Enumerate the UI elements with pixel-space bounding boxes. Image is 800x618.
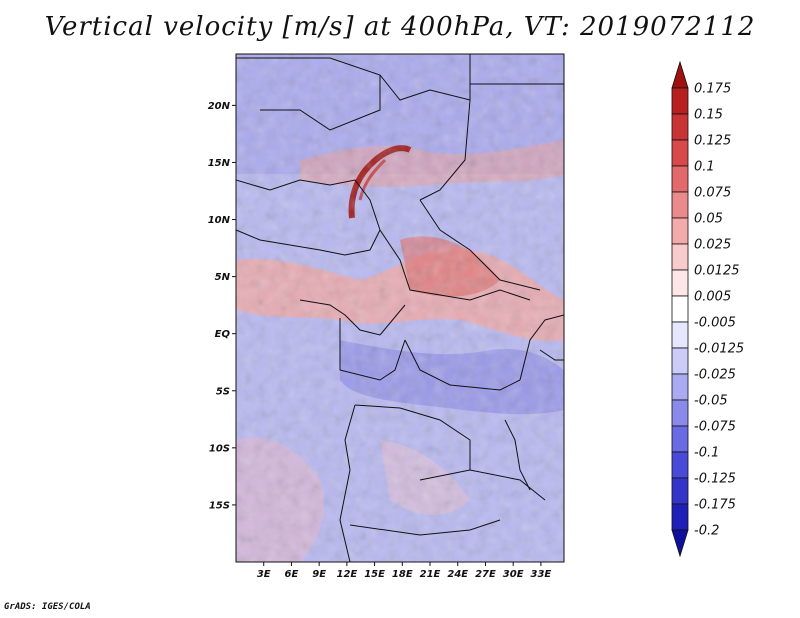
lon-tick-label: 12E	[336, 569, 357, 580]
lon-tick-label: 15E	[364, 569, 385, 580]
colorbar-label: 0.05	[694, 212, 723, 227]
lon-tick-label: 9E	[312, 569, 326, 580]
lon-tick-label: 18E	[392, 569, 413, 580]
colorbar-label: -0.025	[694, 368, 736, 383]
colorbar-segment	[671, 191, 689, 219]
lat-tick-label: 15S	[209, 500, 230, 511]
colorbar-segment	[671, 113, 689, 141]
colorbar-segment	[671, 321, 689, 349]
colorbar-bottom-arrow	[671, 529, 689, 558]
colorbar-label: 0.1	[694, 160, 715, 175]
lon-tick-label: 27E	[475, 569, 496, 580]
colorbar-label: 0.075	[694, 186, 731, 201]
lon-tick-label: 21E	[420, 569, 441, 580]
lat-tick-label: EQ	[215, 329, 231, 340]
colorbar-label: 0.125	[694, 134, 731, 149]
colorbar-label: -0.175	[694, 498, 736, 513]
colorbar-label: -0.075	[694, 420, 736, 435]
colorbar-label: -0.125	[694, 472, 736, 487]
lon-tick-label: 24E	[447, 569, 468, 580]
colorbar-segment	[671, 503, 689, 531]
colorbar-label: 0.175	[694, 82, 731, 97]
colorbar-label: -0.1	[694, 446, 719, 461]
colorbar-segment	[671, 217, 689, 245]
colorbar-label: -0.0125	[694, 342, 744, 357]
map-field	[236, 54, 564, 562]
colorbar-label: -0.005	[694, 316, 736, 331]
map-frame	[235, 53, 565, 563]
colorbar-segment	[671, 295, 689, 323]
colorbar-segment	[671, 165, 689, 193]
colorbar-segment	[671, 399, 689, 427]
lon-tick-label: 6E	[285, 569, 299, 580]
field-texture	[236, 54, 564, 562]
colorbar-segment	[671, 139, 689, 167]
colorbar-segment	[671, 373, 689, 401]
colorbar-segment	[671, 477, 689, 505]
colorbar-label: 0.0125	[694, 264, 740, 279]
lon-axis: 3E 6E 9E 12E 15E 18E 21E 24E 27E 30E 33E	[257, 562, 552, 580]
colorbar-label: 0.025	[694, 238, 731, 253]
lat-tick-label: 20N	[208, 101, 231, 112]
lon-tick-label: 3E	[257, 569, 271, 580]
lat-tick-label: 10S	[209, 443, 230, 454]
lon-tick-label: 30E	[503, 569, 524, 580]
colorbar-segment	[671, 269, 689, 297]
colorbar-segment	[671, 451, 689, 479]
country-borders	[236, 54, 564, 562]
lat-axis: 20N 15N 10N 5N EQ 5S 10S 15S	[208, 101, 236, 511]
colorbar-top-arrow	[671, 60, 689, 89]
colorbar-label: 0.15	[694, 108, 723, 123]
colorbar-segment	[671, 87, 689, 115]
lat-tick-label: 10N	[208, 215, 231, 226]
chart-title: Vertical velocity [m/s] at 400hPa, VT: 2…	[44, 12, 756, 42]
grads-credit: GrADS: IGES/COLA	[4, 602, 91, 612]
lat-tick-label: 15N	[208, 158, 231, 169]
colorbar-segment	[671, 243, 689, 271]
lat-tick-label: 5N	[215, 272, 231, 283]
colorbar-segment	[671, 347, 689, 375]
colorbar: 0.175 0.15 0.125 0.1 0.075 0.05 0.025 0.0125 0.0…	[671, 60, 744, 558]
colorbar-segment	[671, 425, 689, 453]
lat-tick-label: 5S	[216, 386, 230, 397]
lon-tick-label: 33E	[531, 569, 552, 580]
colorbar-label: -0.05	[694, 394, 728, 409]
colorbar-label: -0.2	[694, 524, 719, 539]
colorbar-label: 0.005	[694, 290, 731, 305]
